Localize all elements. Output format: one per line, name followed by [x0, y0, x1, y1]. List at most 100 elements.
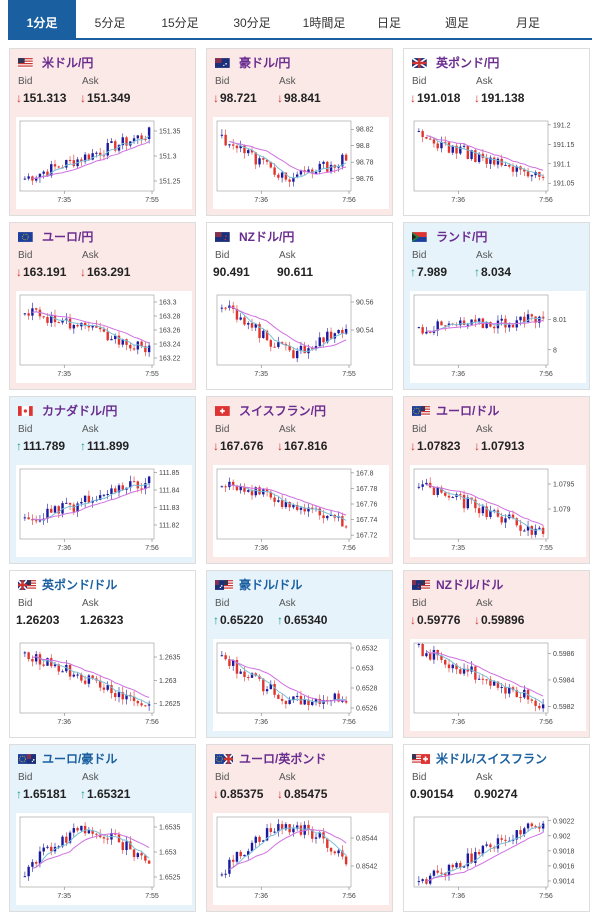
candle-body: [462, 145, 466, 147]
candle-body: [295, 825, 299, 829]
tab-1hour[interactable]: 1時間足: [302, 16, 346, 30]
candle-body: [83, 680, 87, 684]
y-tick-label: 98.82: [356, 127, 374, 134]
tab-5min[interactable]: 5分足: [94, 16, 126, 30]
price-chart[interactable]: 90.56 90.54 7:35 7:55: [213, 291, 389, 383]
currency-pair-link[interactable]: カナダドル/円: [42, 404, 118, 418]
ask-label: Ask: [82, 250, 99, 261]
y-tick-label: 0.902: [553, 833, 571, 840]
candle-body: [83, 495, 87, 502]
ask-label: Ask: [279, 772, 296, 783]
candle-body: [34, 654, 38, 662]
ask-number: 0.59896: [481, 613, 525, 627]
tab-daily[interactable]: 日足: [376, 16, 401, 30]
candle-body: [239, 851, 242, 857]
ask-value: ↑0.65340: [277, 613, 327, 627]
candle-body: [220, 486, 224, 488]
candle-body: [344, 329, 348, 334]
tab-weekly[interactable]: 週足: [444, 16, 469, 30]
price-chart[interactable]: 0.8544 0.8542 7:36 7:56: [213, 813, 389, 905]
moving-average-short: [229, 141, 347, 179]
currency-pair-link[interactable]: 英ポンド/円: [436, 56, 500, 70]
currency-pair-link[interactable]: ユーロ/ドル: [436, 404, 500, 418]
y-tick-label: 1.2625: [159, 701, 181, 708]
candle-body: [489, 679, 492, 686]
rate-card[interactable]: NZドル/ドル Bid Ask ↓0.59776 ↓0.59896 0.5986…: [403, 570, 590, 738]
rate-card[interactable]: NZドル/円 Bid Ask 90.491 90.611 90.56 90.54 7…: [206, 222, 393, 390]
candle-body: [83, 154, 87, 162]
candle-body: [27, 313, 30, 316]
price-chart[interactable]: 1.2635 1.263 1.2625 7:36 7:56: [16, 639, 192, 731]
candle-body: [262, 840, 265, 842]
chart-plot-area: [413, 120, 549, 192]
rate-card[interactable]: 豪ドル/円 Bid Ask ↓98.721 ↓98.841 98.82 98.8 9…: [206, 48, 393, 216]
candle-body: [140, 703, 143, 706]
price-chart[interactable]: 167.8 167.78 167.76 167.74 167.72 7:36 7:56: [213, 465, 389, 557]
rate-card[interactable]: ユーロ/英ポンド Bid Ask ↓0.85375 ↓0.85475 0.854…: [206, 744, 393, 912]
candle-body: [432, 330, 436, 333]
price-chart[interactable]: 163.3 163.28 163.26 163.24 163.22 7:35 7:55: [16, 291, 192, 383]
candle-body: [280, 500, 284, 508]
currency-pair-link[interactable]: 米ドル/円: [42, 56, 94, 70]
tab-1min[interactable]: 1分足: [8, 0, 76, 40]
candle-body: [508, 324, 511, 328]
currency-pair-link[interactable]: 米ドル/スイスフラン: [436, 752, 547, 766]
candle-body: [526, 526, 530, 531]
rate-card[interactable]: ユーロ/円 Bid Ask ↓163.191 ↓163.291 163.3 163…: [9, 222, 196, 390]
rate-card[interactable]: ユーロ/豪ドル Bid Ask ↑1.65181 ↑1.65321 1.6535…: [9, 744, 196, 912]
candle-body: [110, 339, 113, 341]
candle-body: [87, 325, 91, 328]
candle-body: [474, 150, 477, 163]
currency-pair-link[interactable]: ユーロ/英ポンド: [239, 752, 327, 766]
price-chart[interactable]: 191.2 191.15 191.1 191.05 7:36 7:56: [410, 117, 586, 209]
price-chart[interactable]: 111.85 111.84 111.83 111.82 7:36 7:56: [16, 465, 192, 557]
currency-pair-link[interactable]: NZドル/円: [239, 230, 295, 244]
currency-pair-link[interactable]: ユーロ/円: [42, 230, 94, 244]
price-chart[interactable]: 0.6532 0.653 0.6528 0.6526 7:36 7:56: [213, 639, 389, 731]
tab-15min[interactable]: 15分足: [161, 16, 199, 30]
price-chart[interactable]: 0.5986 0.5984 0.5982 7:36 7:56: [410, 639, 586, 731]
currency-pair-link[interactable]: ランド/円: [436, 230, 488, 244]
candle-body: [299, 170, 303, 175]
rate-card[interactable]: ランド/円 Bid Ask ↑7.989 ↑8.034 8.01 8 7:36 7:5…: [403, 222, 590, 390]
price-chart[interactable]: 98.82 98.8 98.78 98.76 7:36 7:56: [213, 117, 389, 209]
candle-body: [466, 668, 470, 672]
candle-body: [228, 305, 231, 308]
candle-body: [280, 698, 284, 701]
tab-30min[interactable]: 30分足: [233, 16, 271, 30]
candle-body: [91, 500, 94, 503]
x-tick-label: 7:55: [145, 371, 159, 378]
candle-body: [121, 137, 124, 146]
rate-card[interactable]: ユーロ/ドル Bid Ask ↓1.07823 ↓1.07913 1.0795 1…: [403, 396, 590, 564]
bid-number: 1.65181: [23, 787, 67, 801]
rate-card[interactable]: スイスフラン/円 Bid Ask ↓167.676 ↓167.816 167.8…: [206, 396, 393, 564]
rate-card[interactable]: 英ポンド/円 Bid Ask ↓191.018 ↓191.138 191.2 19…: [403, 48, 590, 216]
candle-body: [541, 176, 545, 178]
currency-pair-link[interactable]: 豪ドル/ドル: [239, 578, 303, 592]
rate-card[interactable]: 英ポンド/ドル Bid Ask 1.26203 1.26323 1.2635 1.…: [9, 570, 196, 738]
currency-pair-link[interactable]: ユーロ/豪ドル: [42, 752, 118, 766]
ask-value: ↑1.65321: [80, 787, 130, 801]
price-chart[interactable]: 1.0795 1.079 7:35 7:55: [410, 465, 586, 557]
currency-pair-link[interactable]: 豪ドル/円: [239, 56, 291, 70]
rate-card[interactable]: 豪ドル/ドル Bid Ask ↑0.65220 ↑0.65340 0.6532 0…: [206, 570, 393, 738]
ask-number: 1.65321: [87, 787, 131, 801]
currency-pair-link[interactable]: NZドル/ドル: [436, 578, 504, 592]
rate-card[interactable]: カナダドル/円 Bid Ask ↑111.789 ↑111.899 111.85…: [9, 396, 196, 564]
candle-body: [329, 164, 333, 172]
price-chart[interactable]: 8.01 8 7:36 7:56: [410, 291, 586, 383]
tab-monthly[interactable]: 月足: [515, 16, 540, 30]
candle-body: [144, 855, 147, 861]
candle-body: [459, 146, 462, 154]
candle-body: [80, 501, 83, 504]
price-chart[interactable]: 0.9022 0.902 0.9018 0.9016 0.9014 7:36 7:56: [410, 813, 586, 905]
candle-body: [129, 481, 132, 488]
rate-card[interactable]: 米ドル/スイスフラン Bid Ask 0.90154 0.90274 0.902…: [403, 744, 590, 912]
price-chart[interactable]: 1.6535 1.653 1.6525 7:35 7:55: [16, 813, 192, 905]
currency-pair-link[interactable]: 英ポンド/ドル: [42, 578, 118, 592]
price-chart[interactable]: 151.35 151.3 151.25 7:35 7:55: [16, 117, 192, 209]
currency-pair-link[interactable]: スイスフラン/円: [239, 404, 326, 418]
candle-body: [421, 879, 424, 882]
rate-card[interactable]: 米ドル/円 Bid Ask ↓151.313 ↓151.349 151.35 15…: [9, 48, 196, 216]
candle-body: [220, 655, 224, 657]
